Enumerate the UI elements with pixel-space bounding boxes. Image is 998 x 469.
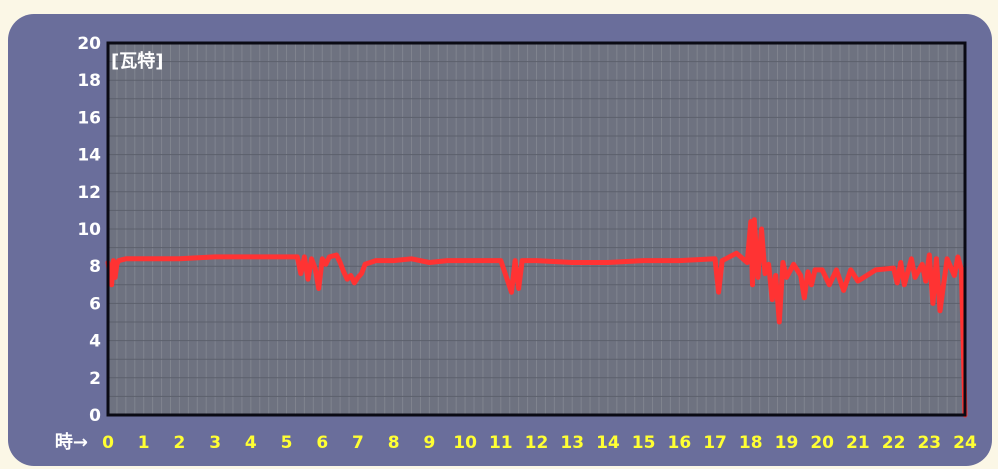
y-tick-label: 14 xyxy=(77,146,101,166)
y-tick-label: 8 xyxy=(89,257,101,277)
x-tick-label: 12 xyxy=(525,433,549,453)
x-tick-label: 16 xyxy=(667,433,691,453)
x-tick-label: 7 xyxy=(352,433,364,453)
x-axis: 0 1 2 3 4 5 6 7 8 9 10 11 12 13 14 15 16 17 18 19 20 21 22 23 24 xyxy=(102,433,977,453)
x-tick-label: 20 xyxy=(810,433,834,453)
plot-frame xyxy=(106,41,967,417)
series-line xyxy=(105,217,968,418)
y-tick-label: 6 xyxy=(89,294,101,314)
y-tick-label: 20 xyxy=(77,34,101,54)
y-tick-label: 2 xyxy=(89,369,101,389)
y-tick-label: 10 xyxy=(77,220,101,240)
series-layer xyxy=(105,217,968,418)
unit-label: [瓦特] xyxy=(111,50,163,72)
x-tick-label: 15 xyxy=(632,433,656,453)
x-tick-label: 9 xyxy=(423,433,435,453)
x-tick-label: 22 xyxy=(882,433,906,453)
x-tick-label: 19 xyxy=(775,433,799,453)
y-tick-label: 18 xyxy=(77,71,101,91)
x-tick-label: 6 xyxy=(316,433,328,453)
y-axis: 0 2 4 6 8 10 12 14 16 18 20 xyxy=(77,34,101,426)
x-tick-label: 17 xyxy=(703,433,727,453)
y-tick-label: 0 xyxy=(89,406,101,426)
x-axis-label: 時→ xyxy=(55,432,88,453)
x-tick-label: 8 xyxy=(388,433,400,453)
x-tick-label: 11 xyxy=(489,433,513,453)
x-tick-label: 10 xyxy=(453,433,477,453)
x-tick-label: 0 xyxy=(102,433,114,453)
y-tick-label: 16 xyxy=(77,108,101,128)
grid xyxy=(108,43,965,415)
x-tick-label: 5 xyxy=(281,433,293,453)
x-tick-label: 13 xyxy=(560,433,584,453)
y-tick-label: 4 xyxy=(89,332,101,352)
x-tick-label: 3 xyxy=(209,433,221,453)
x-tick-label: 18 xyxy=(739,433,763,453)
x-tick-label: 24 xyxy=(953,433,977,453)
y-tick-label: 12 xyxy=(77,183,101,203)
x-tick-label: 14 xyxy=(596,433,620,453)
x-tick-label: 23 xyxy=(917,433,941,453)
x-tick-label: 21 xyxy=(846,433,870,453)
x-tick-label: 2 xyxy=(173,433,185,453)
x-tick-label: 4 xyxy=(245,433,257,453)
x-tick-label: 1 xyxy=(138,433,150,453)
